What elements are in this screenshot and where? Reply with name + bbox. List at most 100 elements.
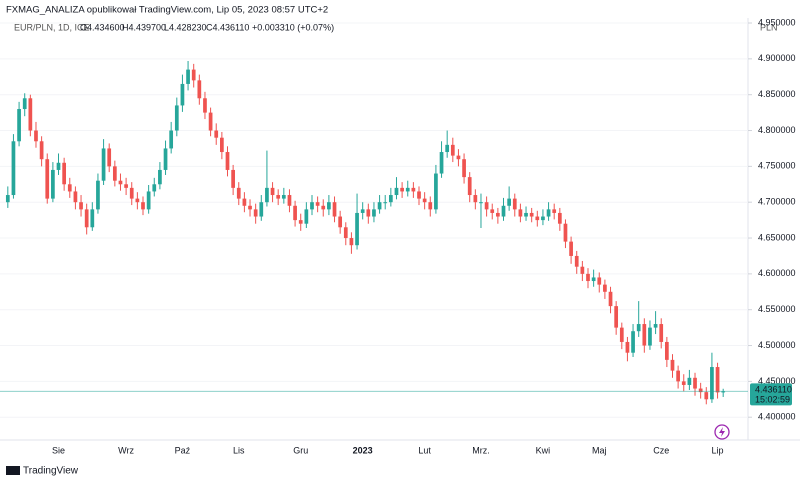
candle-body bbox=[535, 216, 540, 221]
x-tick-label: Cze bbox=[653, 445, 669, 455]
chart-title: FXMAG_ANALIZA opublikował TradingView.co… bbox=[6, 5, 328, 16]
candle-body bbox=[349, 238, 354, 246]
candle-body bbox=[186, 69, 190, 84]
candle-body bbox=[439, 152, 444, 174]
y-tick-label: 4.550000 bbox=[758, 304, 796, 314]
candle-body bbox=[45, 159, 50, 199]
candle-body bbox=[648, 327, 652, 346]
candle-body bbox=[366, 209, 371, 217]
candle-body bbox=[704, 392, 709, 400]
candle-body bbox=[693, 377, 697, 389]
candle-body bbox=[174, 105, 179, 131]
candle-body bbox=[236, 187, 241, 199]
x-tick-label: Sie bbox=[52, 445, 65, 455]
candle-body bbox=[152, 184, 157, 192]
candle-body bbox=[580, 266, 585, 274]
y-tick-label: 4.400000 bbox=[758, 412, 796, 422]
candle-body bbox=[332, 202, 337, 217]
candle-body bbox=[304, 209, 309, 224]
last-price-box bbox=[750, 383, 792, 406]
candle-body bbox=[636, 324, 641, 332]
candle-body bbox=[141, 202, 145, 210]
candle-body bbox=[591, 277, 596, 282]
candle-body bbox=[62, 162, 67, 185]
candle-body bbox=[90, 209, 95, 228]
candle-body bbox=[394, 187, 399, 196]
candle-body bbox=[676, 370, 680, 382]
candle-body bbox=[524, 212, 528, 217]
candle-body bbox=[191, 69, 196, 81]
candle-body bbox=[608, 291, 613, 307]
y-tick-label: 4.600000 bbox=[758, 268, 796, 278]
candle-body bbox=[321, 205, 326, 210]
candle-body bbox=[541, 216, 545, 221]
candle-body bbox=[507, 198, 511, 206]
x-tick-label: Paź bbox=[175, 445, 191, 455]
candle-body bbox=[490, 209, 495, 213]
candle-body bbox=[715, 367, 720, 393]
candle-body bbox=[5, 195, 10, 203]
candle-body bbox=[220, 137, 224, 153]
y-tick-label: 4.700000 bbox=[758, 197, 796, 207]
y-tick-label: 4.500000 bbox=[758, 340, 796, 350]
y-tick-label: 4.850000 bbox=[758, 89, 796, 99]
candle-body bbox=[411, 187, 416, 192]
candle-body bbox=[603, 284, 607, 292]
candle-body bbox=[467, 177, 472, 196]
candle-body bbox=[456, 155, 461, 160]
brand-logo bbox=[6, 466, 20, 475]
candle-body bbox=[681, 381, 686, 385]
candle-body bbox=[248, 205, 252, 210]
candle-body bbox=[625, 341, 630, 353]
candle-body bbox=[563, 223, 568, 242]
y-tick-label: 4.450000 bbox=[758, 376, 796, 386]
candle-body bbox=[405, 187, 410, 192]
candle-body bbox=[400, 187, 404, 192]
candle-body bbox=[417, 191, 421, 199]
candle-body bbox=[377, 202, 382, 210]
candle-body bbox=[180, 83, 185, 106]
candle-body bbox=[327, 202, 331, 210]
candle-body bbox=[135, 198, 140, 203]
candle-body bbox=[39, 141, 44, 160]
candle-body bbox=[34, 130, 38, 142]
candle-body bbox=[56, 162, 61, 170]
last-price-label: 4.436110 bbox=[755, 385, 792, 395]
candle-body bbox=[518, 209, 523, 217]
candle-body bbox=[67, 184, 72, 192]
candle-body bbox=[146, 191, 151, 210]
candle-body bbox=[315, 202, 320, 206]
x-tick-label: Wrz bbox=[118, 445, 134, 455]
candle-body bbox=[586, 273, 590, 282]
candle-body bbox=[445, 144, 450, 153]
candle-body bbox=[281, 195, 286, 199]
candle-body bbox=[242, 198, 247, 206]
change-value: +0.003310 (+0.07%) bbox=[252, 22, 334, 32]
candle-body bbox=[11, 141, 16, 196]
x-tick-label: Maj bbox=[592, 445, 607, 455]
candle-body bbox=[360, 209, 365, 213]
candle-body bbox=[129, 187, 134, 199]
candle-body bbox=[512, 198, 517, 210]
x-tick-label: Lut bbox=[418, 445, 431, 455]
x-tick-label: 2023 bbox=[353, 445, 373, 455]
candle-body bbox=[231, 169, 235, 188]
candle-body bbox=[298, 220, 303, 224]
candle-body bbox=[265, 187, 269, 203]
candle-body bbox=[73, 191, 78, 203]
candle-body bbox=[253, 209, 258, 217]
candle-body bbox=[79, 202, 83, 210]
candle-body bbox=[84, 209, 89, 228]
countdown: 15:02:59 bbox=[755, 395, 790, 405]
candle-body bbox=[473, 195, 478, 203]
candle-body bbox=[293, 205, 297, 221]
candle-body bbox=[225, 152, 230, 170]
ohlc-value: L4.428230 bbox=[164, 22, 207, 32]
x-tick-label: Gru bbox=[293, 445, 308, 455]
candle-body bbox=[597, 277, 602, 285]
candle-body bbox=[17, 109, 21, 142]
candle-body bbox=[569, 241, 573, 256]
candle-body bbox=[721, 391, 726, 393]
candle-body bbox=[107, 148, 112, 167]
